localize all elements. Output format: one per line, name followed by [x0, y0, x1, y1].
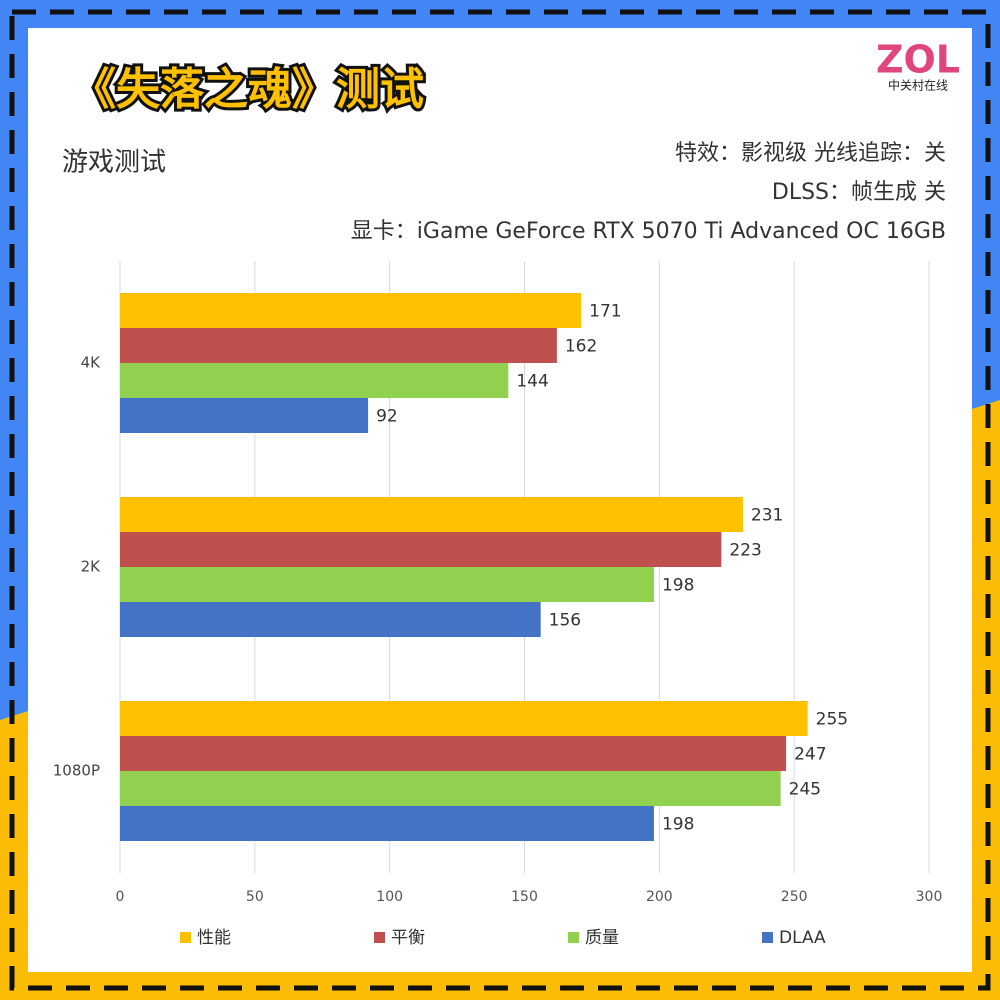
- dashed-border: [9, 9, 991, 991]
- bar: [120, 736, 787, 771]
- legend-swatch: [180, 932, 191, 943]
- x-tick-label: 200: [646, 889, 673, 905]
- value-label: 171: [589, 302, 621, 322]
- legend-swatch: [762, 932, 773, 943]
- annotation: 特效：影视级 光线追踪：关: [675, 141, 946, 166]
- legend-label: 性能: [197, 928, 231, 948]
- legend-label: 质量: [585, 928, 619, 948]
- bar: [120, 771, 781, 806]
- value-label: 162: [565, 337, 597, 357]
- bar: [120, 398, 369, 433]
- x-tick-label: 150: [511, 889, 538, 905]
- value-label: 247: [794, 745, 826, 765]
- x-tick-label: 300: [916, 889, 943, 905]
- bar: [120, 602, 541, 637]
- value-label: 144: [516, 372, 548, 392]
- value-label: 255: [816, 710, 848, 730]
- value-label: 231: [751, 506, 783, 526]
- legend-swatch: [374, 932, 385, 943]
- subtitle: 游戏测试: [62, 148, 166, 178]
- annotation: 显卡：iGame GeForce RTX 5070 Ti Advanced OC…: [351, 219, 946, 244]
- value-label: 198: [662, 815, 694, 835]
- chart-title: 《失落之魂》测试: [72, 64, 424, 115]
- legend-swatch: [568, 932, 579, 943]
- legend-label: 平衡: [391, 928, 425, 948]
- bar: [120, 701, 808, 736]
- y-tick-label: 1080P: [53, 762, 100, 780]
- bar: [120, 497, 743, 532]
- value-label: 245: [789, 780, 821, 800]
- bar: [120, 363, 509, 398]
- x-tick-label: 0: [116, 889, 125, 905]
- value-label: 223: [729, 541, 761, 561]
- y-tick-label: 2K: [81, 558, 102, 576]
- bar: [120, 293, 582, 328]
- legend-label: DLAA: [779, 928, 826, 948]
- x-tick-label: 50: [246, 889, 264, 905]
- logo-subtext: 中关村在线: [888, 78, 948, 93]
- y-tick-label: 4K: [81, 354, 102, 372]
- value-label: 92: [376, 407, 398, 427]
- value-label: 156: [549, 611, 581, 631]
- bar: [120, 328, 557, 363]
- bar: [120, 532, 722, 567]
- annotation: DLSS：帧生成 关: [772, 180, 946, 205]
- x-tick-label: 250: [781, 889, 808, 905]
- bar: [120, 567, 654, 602]
- bar: [120, 806, 654, 841]
- value-label: 198: [662, 576, 694, 596]
- logo: ZOL: [876, 38, 960, 82]
- x-tick-label: 100: [376, 889, 403, 905]
